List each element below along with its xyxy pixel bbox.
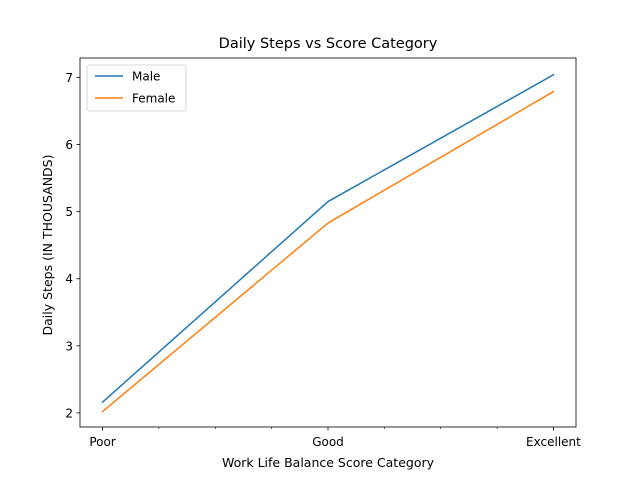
axes-frame <box>79 57 577 428</box>
y-tick-label: 6 <box>65 138 73 152</box>
series-line-male <box>101 73 555 404</box>
legend-label-female: Female <box>132 92 175 106</box>
y-tick-label: 4 <box>65 272 73 286</box>
x-tick-label: Poor <box>89 435 115 449</box>
plot-area: Poor Good Excellent 2 3 4 5 6 7 <box>65 57 581 449</box>
series-line-female <box>101 90 555 413</box>
x-tick-label: Excellent <box>526 435 581 449</box>
y-axis-label: Daily Steps (IN THOUSANDS) <box>40 155 55 336</box>
x-axis-label: Work Life Balance Score Category <box>222 455 435 470</box>
chart-title: Daily Steps vs Score Category <box>219 36 438 52</box>
x-tick-label: Good <box>312 435 344 449</box>
y-tick-label: 7 <box>65 71 73 85</box>
y-tick-label: 2 <box>65 406 73 420</box>
legend-label-male: Male <box>132 70 160 84</box>
y-tick-label: 5 <box>65 205 73 219</box>
legend: Male Female <box>86 64 187 112</box>
y-tick-label: 3 <box>65 339 73 353</box>
